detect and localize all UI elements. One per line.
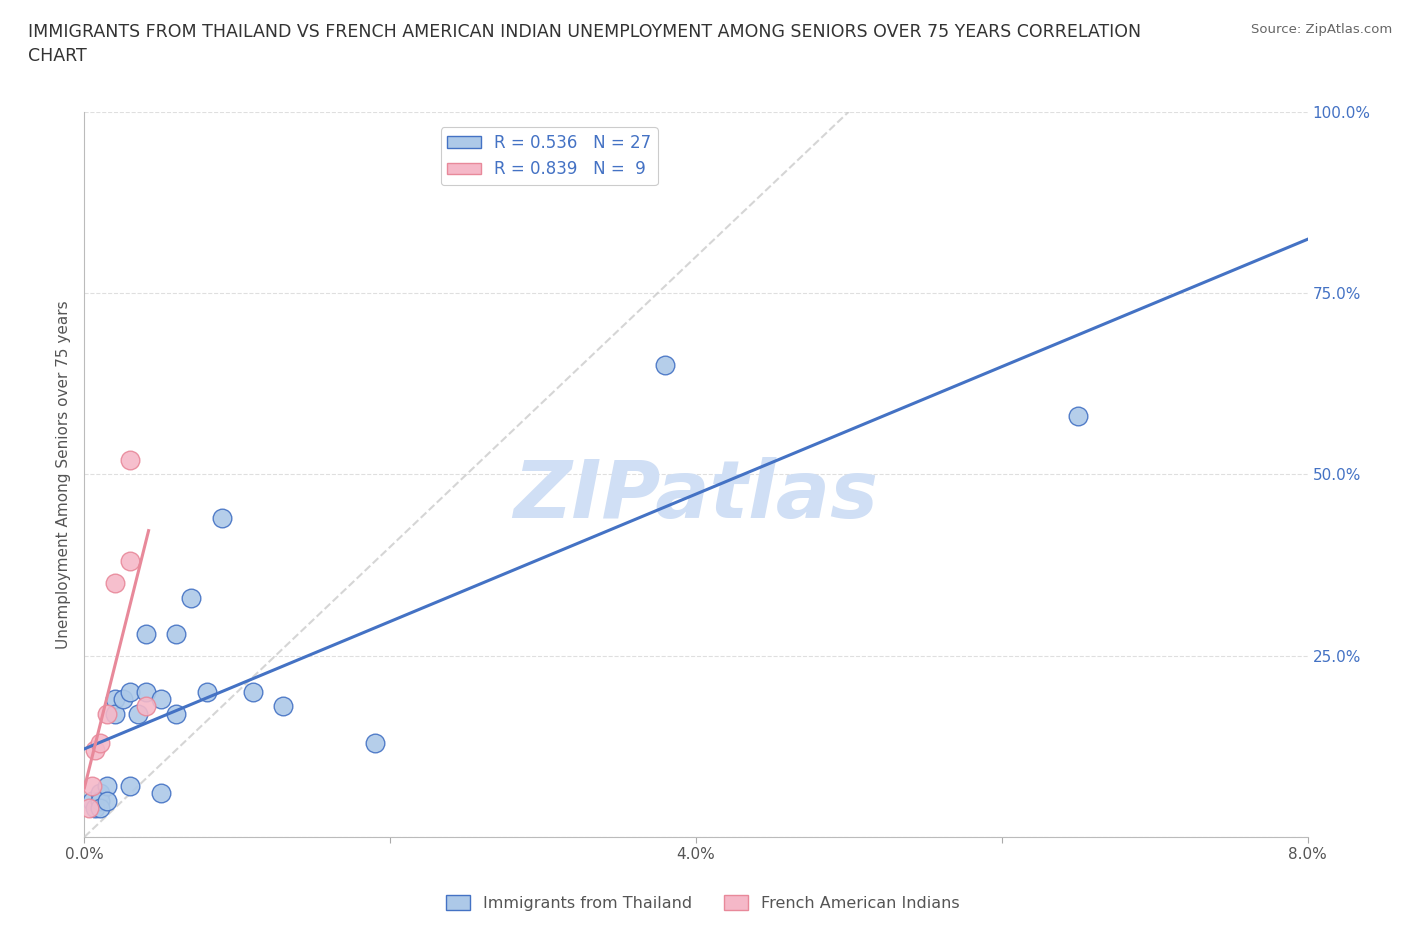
Point: [120, 452, 142, 467]
Point: [364, 736, 387, 751]
Legend: R = 0.536   N = 27, R = 0.839   N =  9: R = 0.536 N = 27, R = 0.839 N = 9: [440, 127, 658, 185]
Point: [120, 778, 142, 793]
Point: [165, 706, 187, 721]
Point: [96, 778, 118, 793]
Point: [120, 554, 142, 569]
Text: Source: ZipAtlas.com: Source: ZipAtlas.com: [1251, 23, 1392, 36]
Point: [77, 801, 100, 816]
Point: [120, 684, 142, 699]
Point: [80, 778, 103, 793]
Point: [1067, 409, 1090, 424]
Point: [96, 706, 118, 721]
Point: [84, 801, 107, 816]
Point: [211, 511, 233, 525]
Point: [135, 684, 157, 699]
Text: IMMIGRANTS FROM THAILAND VS FRENCH AMERICAN INDIAN UNEMPLOYMENT AMONG SENIORS OV: IMMIGRANTS FROM THAILAND VS FRENCH AMERI…: [28, 23, 1142, 65]
Point: [135, 627, 157, 642]
Point: [127, 706, 149, 721]
Text: ZIPatlas: ZIPatlas: [513, 457, 879, 535]
Point: [165, 627, 187, 642]
Point: [84, 742, 107, 757]
Point: [149, 786, 172, 801]
Point: [104, 576, 127, 591]
Point: [654, 358, 676, 373]
Point: [89, 786, 111, 801]
Point: [104, 706, 127, 721]
Point: [89, 736, 111, 751]
Point: [149, 692, 172, 707]
Point: [104, 692, 127, 707]
Point: [271, 699, 294, 714]
Point: [80, 793, 103, 808]
Point: [195, 684, 218, 699]
Point: [111, 692, 134, 707]
Point: [96, 793, 118, 808]
Legend: Immigrants from Thailand, French American Indians: Immigrants from Thailand, French America…: [440, 889, 966, 917]
Point: [242, 684, 264, 699]
Point: [180, 591, 202, 605]
Point: [89, 793, 111, 808]
Y-axis label: Unemployment Among Seniors over 75 years: Unemployment Among Seniors over 75 years: [56, 300, 72, 648]
Point: [89, 801, 111, 816]
Point: [135, 699, 157, 714]
